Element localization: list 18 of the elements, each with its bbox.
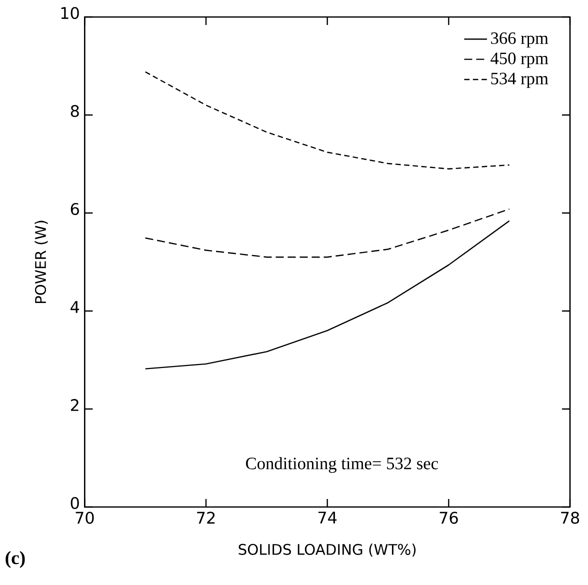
x-tick-label: 74 <box>318 512 337 524</box>
x-tick-label: 78 <box>561 512 580 524</box>
legend-label: 366 rpm <box>491 32 548 48</box>
x-axis-title: SOLIDS LOADING (WT%) <box>238 544 416 557</box>
annotation: Conditioning time= 532 sec <box>246 457 438 473</box>
y-tick-label: 2 <box>70 399 78 411</box>
legend-label: 450 rpm <box>490 52 548 68</box>
text: (c) <box>6 551 25 568</box>
x-tick-label: 76 <box>440 512 458 524</box>
y-tick-label: 6 <box>70 202 79 216</box>
y-tick-label: 10 <box>61 6 79 20</box>
y-tick-label: 4 <box>70 301 80 313</box>
y-tick-label: 8 <box>70 104 79 118</box>
y-axis-title: POWER (W) <box>34 220 48 304</box>
legend-label: 534 rpm <box>491 72 548 88</box>
y-tick-label: 0 <box>70 496 79 510</box>
x-tick-label: 70 <box>76 512 94 524</box>
x-tick-label: 72 <box>197 512 215 524</box>
